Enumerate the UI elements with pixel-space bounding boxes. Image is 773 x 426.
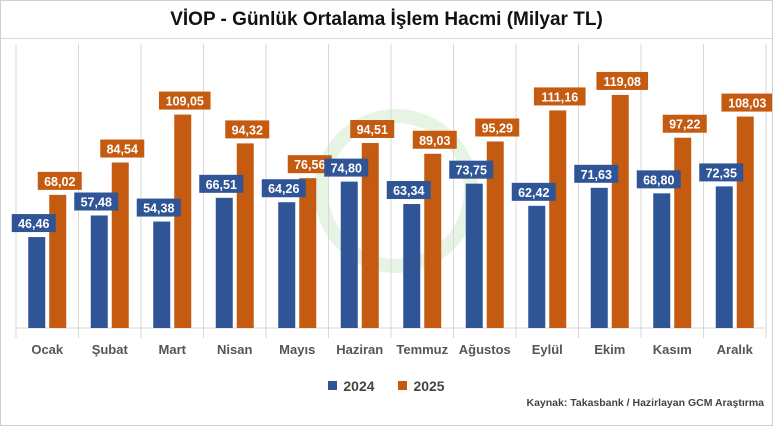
data-label: 84,54 <box>107 143 138 157</box>
bar-2025-Eylül <box>549 110 567 328</box>
title-divider <box>1 38 772 39</box>
data-label: 72,35 <box>706 166 737 180</box>
x-tick-label: Temmuz <box>396 342 448 357</box>
data-label-box <box>699 163 744 182</box>
bar-2024-Ağustos <box>465 183 483 328</box>
data-label: 71,63 <box>581 168 612 182</box>
bar-2024-Şubat <box>90 215 108 328</box>
data-label: 54,38 <box>143 202 174 216</box>
bar-2024-Ocak <box>28 237 46 328</box>
legend-label: 2024 <box>343 377 375 394</box>
bar-2024-Temmuz <box>403 204 421 328</box>
data-label-box <box>574 164 619 183</box>
data-label: 68,02 <box>44 175 75 189</box>
data-label-box <box>449 160 494 179</box>
bar-2024-Nisan <box>215 197 233 328</box>
bar-2024-Aralık <box>715 186 733 328</box>
data-label: 89,03 <box>419 134 450 148</box>
data-label: 76,56 <box>294 158 325 172</box>
x-tick-label: Kasım <box>653 342 692 357</box>
legend-swatch <box>398 381 408 390</box>
data-label: 73,75 <box>456 164 487 178</box>
data-label: 63,34 <box>393 184 424 198</box>
bar-2024-Haziran <box>340 181 358 328</box>
x-tick-label: Şubat <box>92 342 129 357</box>
data-label-box <box>100 139 145 158</box>
x-tick-label: Ağustos <box>459 342 511 357</box>
data-label: 64,26 <box>268 182 299 196</box>
data-label-box <box>74 192 119 211</box>
data-label: 62,42 <box>518 186 549 200</box>
data-label: 74,80 <box>331 162 362 176</box>
bar-2025-Mart <box>174 114 192 328</box>
bar-2025-Ağustos <box>486 141 504 328</box>
data-label: 111,16 <box>541 90 578 104</box>
bar-2025-Aralık <box>736 116 754 328</box>
data-label-box <box>596 71 649 90</box>
x-tick-label: Mayıs <box>279 342 315 357</box>
bar-2024-Kasım <box>653 193 671 328</box>
data-label-box <box>636 170 681 189</box>
bar-2025-Şubat <box>111 162 129 328</box>
data-label-box <box>350 120 395 139</box>
data-label: 57,48 <box>81 196 112 210</box>
x-tick-label: Eylül <box>532 342 563 357</box>
data-label-box <box>37 171 82 190</box>
data-label-box <box>511 182 556 201</box>
data-label: 94,32 <box>232 123 263 137</box>
data-label: 95,29 <box>482 122 513 136</box>
data-label-box <box>199 174 244 193</box>
bar-2025-Kasım <box>674 137 692 328</box>
x-tick-label: Nisan <box>217 342 252 357</box>
data-label-box <box>287 155 332 174</box>
legend-item-2024: 2024 <box>328 377 375 394</box>
chart-title: VİOP - Günlük Ortalama İşlem Hacmi (Mily… <box>170 9 603 30</box>
source-note: Kaynak: Takasbank / Hazirlayan GCM Araşt… <box>526 397 764 409</box>
data-label: 108,03 <box>728 97 766 111</box>
bar-2025-Temmuz <box>424 153 442 328</box>
data-label-box <box>11 214 56 233</box>
legend-item-2025: 2025 <box>398 377 445 394</box>
data-label-box <box>386 181 431 200</box>
legend: 2024 2025 <box>1 377 772 394</box>
data-label-box <box>324 158 369 177</box>
data-label: 46,46 <box>18 217 49 231</box>
data-label: 68,80 <box>643 173 674 187</box>
bar-2024-Eylül <box>528 205 546 328</box>
data-label: 94,51 <box>357 123 388 137</box>
data-label-box <box>158 91 211 110</box>
bar-2025-Mayıs <box>299 178 317 328</box>
legend-label: 2025 <box>413 377 445 394</box>
x-tick-label: Aralık <box>717 342 754 357</box>
data-label-box <box>533 87 586 106</box>
data-label-box <box>261 179 306 198</box>
legend-swatch <box>328 381 338 390</box>
data-label-box <box>136 198 181 217</box>
data-label-box <box>662 114 707 133</box>
bar-2025-Ekim <box>611 94 629 329</box>
bar-2024-Ekim <box>590 187 608 328</box>
x-tick-label: Ocak <box>31 342 64 357</box>
data-label: 66,51 <box>206 178 237 192</box>
bar-2025-Haziran <box>361 143 379 328</box>
data-label: 119,08 <box>603 75 641 89</box>
data-label: 109,05 <box>166 95 204 109</box>
x-tick-label: Ekim <box>594 342 625 357</box>
data-label-box <box>225 120 270 139</box>
x-tick-label: Haziran <box>336 342 383 357</box>
data-label: 97,22 <box>669 118 700 132</box>
bar-2024-Mayıs <box>278 202 296 328</box>
data-label-box <box>721 93 772 112</box>
bar-2024-Mart <box>153 221 171 328</box>
bar-2025-Nisan <box>236 143 254 328</box>
data-label-box <box>412 130 457 149</box>
data-label-box <box>475 118 520 137</box>
x-tick-label: Mart <box>159 342 187 357</box>
